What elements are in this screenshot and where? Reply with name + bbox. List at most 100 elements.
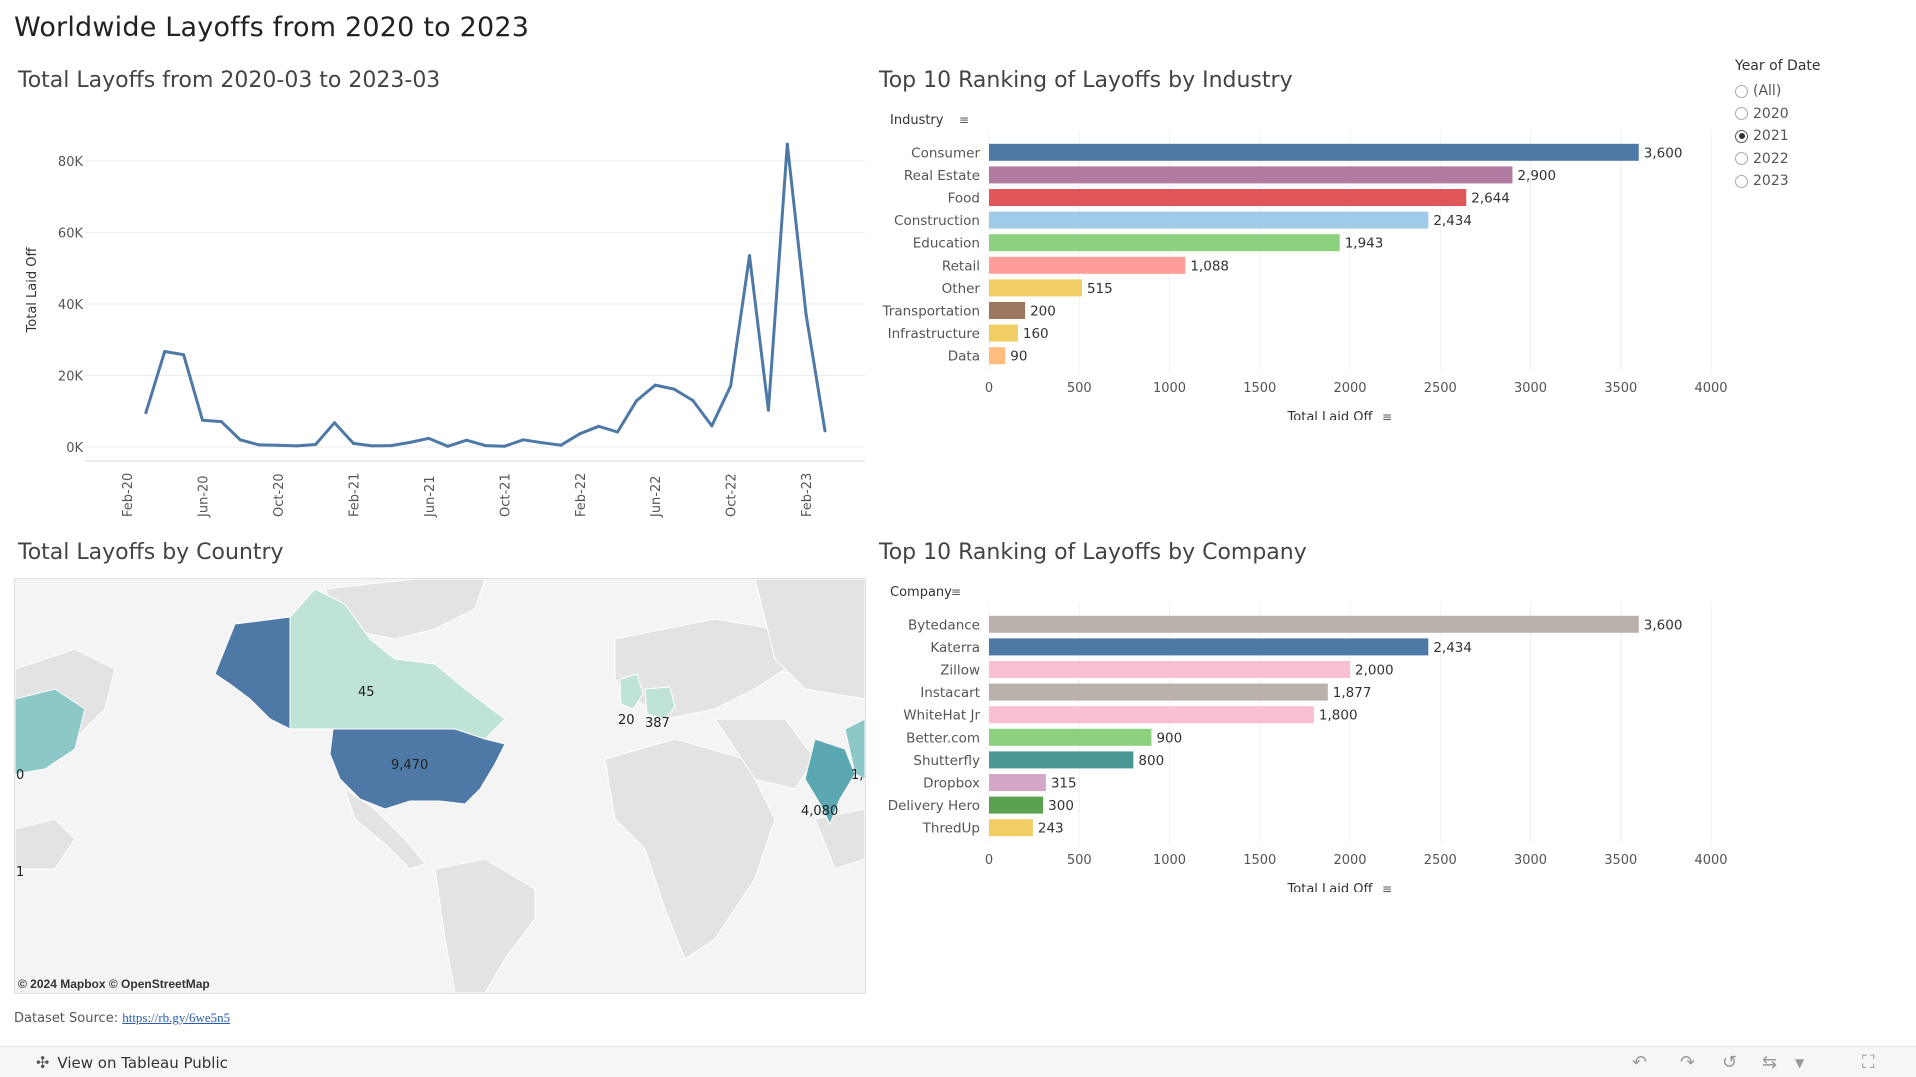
year-filter-option[interactable]: 2023 (1735, 170, 1821, 193)
x-tick-label: 500 (1067, 853, 1092, 868)
data-label: 2,000 (1355, 663, 1394, 679)
category-label: Infrastructure (888, 326, 980, 342)
x-axis-label: Total Laid Off (1287, 410, 1374, 420)
radio-icon[interactable] (1735, 129, 1748, 143)
bar[interactable] (989, 256, 1186, 274)
share-icon[interactable]: ⇆ (1762, 1052, 1778, 1073)
bar[interactable] (989, 638, 1429, 656)
usa-region (329, 728, 506, 810)
x-tick-label: 1000 (1153, 853, 1186, 868)
sort-icon: ≡ (1382, 882, 1392, 892)
category-label: Data (948, 349, 980, 365)
year-filter-option[interactable]: 2021 (1735, 125, 1821, 148)
sort-icon: ≡ (959, 113, 969, 127)
bar[interactable] (989, 166, 1513, 184)
data-label: 900 (1156, 730, 1182, 746)
bar[interactable] (989, 234, 1340, 252)
radio-icon[interactable] (1735, 174, 1748, 188)
x-tick-label: 3000 (1514, 381, 1547, 396)
bar[interactable] (989, 324, 1018, 342)
x-tick-label: Oct-22 (725, 473, 740, 517)
dashboard-title: Worldwide Layoffs from 2020 to 2023 (14, 12, 530, 43)
bar[interactable] (989, 728, 1152, 746)
line-point (427, 436, 431, 440)
x-tick-label: Feb-20 (121, 473, 136, 517)
data-label: 1,943 (1345, 236, 1384, 252)
bar[interactable] (989, 189, 1467, 206)
radio-icon[interactable] (1735, 84, 1748, 98)
india-region (804, 738, 856, 826)
view-on-tableau-label: View on Tableau Public (57, 1053, 228, 1072)
bar[interactable] (989, 774, 1046, 791)
data-label: 90 (1010, 349, 1027, 365)
category-label: Katerra (930, 640, 980, 656)
country-map[interactable]: 45 9,470 20 387 4,080 0 1 1, © 2024 Mapb… (14, 578, 866, 994)
bar[interactable] (989, 279, 1082, 297)
bar[interactable] (989, 819, 1033, 837)
bar[interactable] (989, 302, 1026, 319)
x-tick-label: Jun-20 (196, 475, 211, 518)
revert-icon[interactable]: ↺ (1722, 1052, 1738, 1073)
category-label: Retail (942, 258, 980, 274)
year-filter-option[interactable]: 2022 (1735, 148, 1821, 171)
line-point (408, 440, 412, 444)
bar[interactable] (989, 347, 1006, 365)
line-point (465, 438, 469, 442)
line-point (672, 387, 676, 391)
radio-icon[interactable] (1735, 152, 1748, 166)
redo-icon[interactable]: ↷ (1680, 1052, 1696, 1073)
x-tick-label: 3000 (1514, 853, 1547, 868)
bar[interactable] (989, 751, 1134, 769)
year-filter-option-label: 2021 (1753, 128, 1789, 145)
sort-icon: ≡ (951, 585, 961, 599)
data-label: 2,434 (1433, 213, 1472, 229)
line-chart[interactable]: 0K 20K 40K 60K 80K Total Laid Off Feb-20 Jun-20… (0, 100, 870, 530)
year-filter-option[interactable]: (All) (1735, 80, 1821, 103)
map-label-usa: 9,470 (391, 758, 428, 773)
x-tick-label: Feb-22 (574, 473, 589, 517)
bar[interactable] (989, 143, 1639, 161)
bar[interactable] (989, 661, 1350, 678)
line-point (691, 399, 695, 403)
data-label: 2,644 (1471, 191, 1510, 207)
industry-bar-chart[interactable]: 0 500 1000 1500 2000 2500 3000 3500 4000 Industry… (870, 100, 1730, 420)
map-label-china: 0 (16, 768, 24, 783)
data-label: 2,434 (1433, 640, 1472, 656)
x-tick-label: 1500 (1243, 853, 1276, 868)
bar[interactable] (989, 683, 1328, 701)
bar[interactable] (989, 211, 1429, 229)
bar[interactable] (989, 796, 1044, 814)
fullscreen-icon[interactable]: ⛶ (1862, 1052, 1875, 1073)
x-tick-label: 500 (1067, 381, 1092, 396)
category-label: Construction (894, 213, 980, 229)
data-label: 3,600 (1644, 145, 1683, 161)
dataset-source-link[interactable]: https://rb.gy/6we5n5 (122, 1010, 231, 1025)
line-point (710, 424, 714, 428)
share-dropdown-chevron-icon[interactable]: ▼ (1795, 1056, 1805, 1070)
category-label: ThredUp (922, 821, 980, 837)
undo-icon[interactable]: ↶ (1632, 1052, 1648, 1073)
view-on-tableau-button[interactable]: ✣ View on Tableau Public (36, 1053, 228, 1072)
line-point (333, 421, 337, 425)
industry-chart-title: Top 10 Ranking of Layoffs by Industry (879, 68, 1293, 93)
x-tick-label: 0 (985, 381, 993, 396)
y-tick-label: 20K (58, 369, 84, 384)
bar[interactable] (989, 706, 1314, 724)
line-point (502, 444, 506, 448)
radio-icon[interactable] (1735, 107, 1748, 121)
x-tick-label: 3500 (1604, 381, 1637, 396)
line-point (748, 254, 752, 258)
map-label-germany: 387 (645, 716, 670, 731)
category-label: Transportation (882, 304, 980, 320)
data-label: 2,900 (1517, 168, 1556, 184)
year-filter-option-label: 2020 (1753, 105, 1789, 122)
line-point (615, 430, 619, 434)
x-tick-label: 2500 (1424, 381, 1457, 396)
line-point (559, 443, 563, 447)
category-label: Better.com (906, 730, 980, 746)
bar[interactable] (989, 615, 1639, 633)
y-tick-label: 0K (66, 441, 83, 456)
year-filter-option-label: (All) (1753, 83, 1782, 100)
year-filter-option[interactable]: 2020 (1735, 103, 1821, 126)
